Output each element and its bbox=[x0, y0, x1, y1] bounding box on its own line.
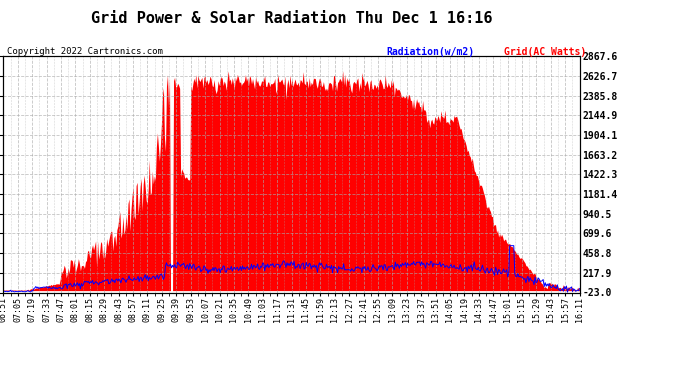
Text: Grid Power & Solar Radiation Thu Dec 1 16:16: Grid Power & Solar Radiation Thu Dec 1 1… bbox=[91, 11, 492, 26]
Text: Grid(AC Watts): Grid(AC Watts) bbox=[504, 47, 586, 57]
Text: Radiation(w/m2): Radiation(w/m2) bbox=[386, 47, 475, 57]
Text: Copyright 2022 Cartronics.com: Copyright 2022 Cartronics.com bbox=[7, 47, 163, 56]
